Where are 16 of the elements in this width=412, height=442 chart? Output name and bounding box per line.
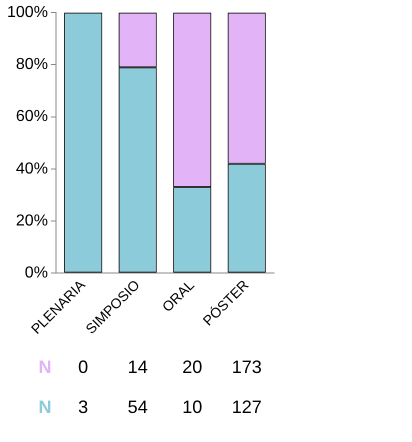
y-tick-label: 60% bbox=[16, 108, 48, 126]
text: 0 bbox=[78, 357, 88, 378]
text: 127 bbox=[232, 397, 262, 418]
text: N bbox=[38, 357, 52, 378]
y-tick-label: 40% bbox=[16, 160, 48, 178]
text: N bbox=[38, 397, 52, 418]
y-tick-label: 80% bbox=[16, 56, 48, 74]
text: 3 bbox=[78, 397, 88, 418]
text: 54 bbox=[128, 397, 148, 418]
y-tick-label: 100% bbox=[7, 4, 48, 22]
text: 14 bbox=[128, 357, 148, 378]
y-tick-label: 0% bbox=[24, 264, 48, 282]
y-tick-label: 20% bbox=[16, 212, 48, 230]
text: 173 bbox=[232, 357, 262, 378]
text: 10 bbox=[182, 397, 202, 418]
text: 20 bbox=[182, 357, 202, 378]
